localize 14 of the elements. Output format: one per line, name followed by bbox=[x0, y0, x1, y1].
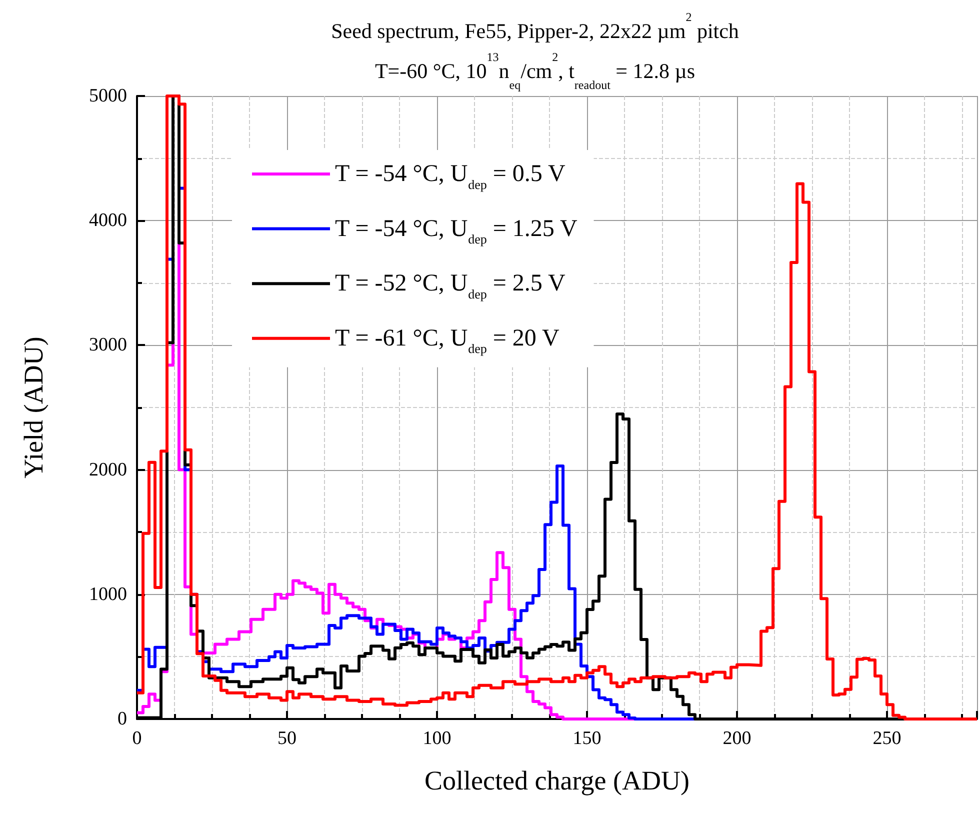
y-tick-label: 1000 bbox=[89, 584, 127, 605]
x-tick-label: 100 bbox=[422, 728, 452, 749]
x-tick-label: 0 bbox=[132, 728, 142, 749]
y-axis-title: Yield (ADU) bbox=[18, 336, 48, 478]
x-axis-title: Collected charge (ADU) bbox=[424, 766, 690, 796]
y-tick-label: 0 bbox=[118, 708, 127, 730]
x-tick-label: 250 bbox=[872, 728, 902, 749]
x-tick-label: 200 bbox=[722, 728, 752, 749]
x-tick-label: 50 bbox=[278, 728, 296, 749]
y-tick-label: 5000 bbox=[89, 86, 127, 106]
y-tick-label: 3000 bbox=[89, 334, 127, 356]
y-tick-label: 4000 bbox=[89, 210, 127, 232]
x-tick-label: 150 bbox=[572, 728, 602, 749]
y-tick-label: 2000 bbox=[89, 459, 127, 480]
